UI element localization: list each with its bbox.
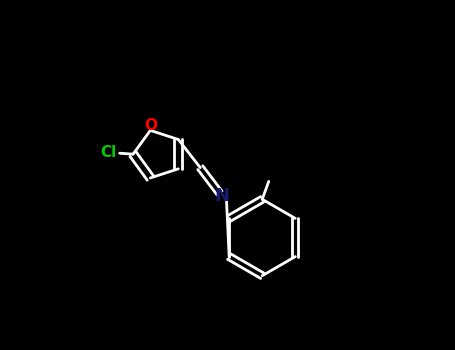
Text: O: O	[144, 118, 157, 133]
Text: Cl: Cl	[101, 145, 117, 160]
Text: N: N	[215, 187, 230, 205]
